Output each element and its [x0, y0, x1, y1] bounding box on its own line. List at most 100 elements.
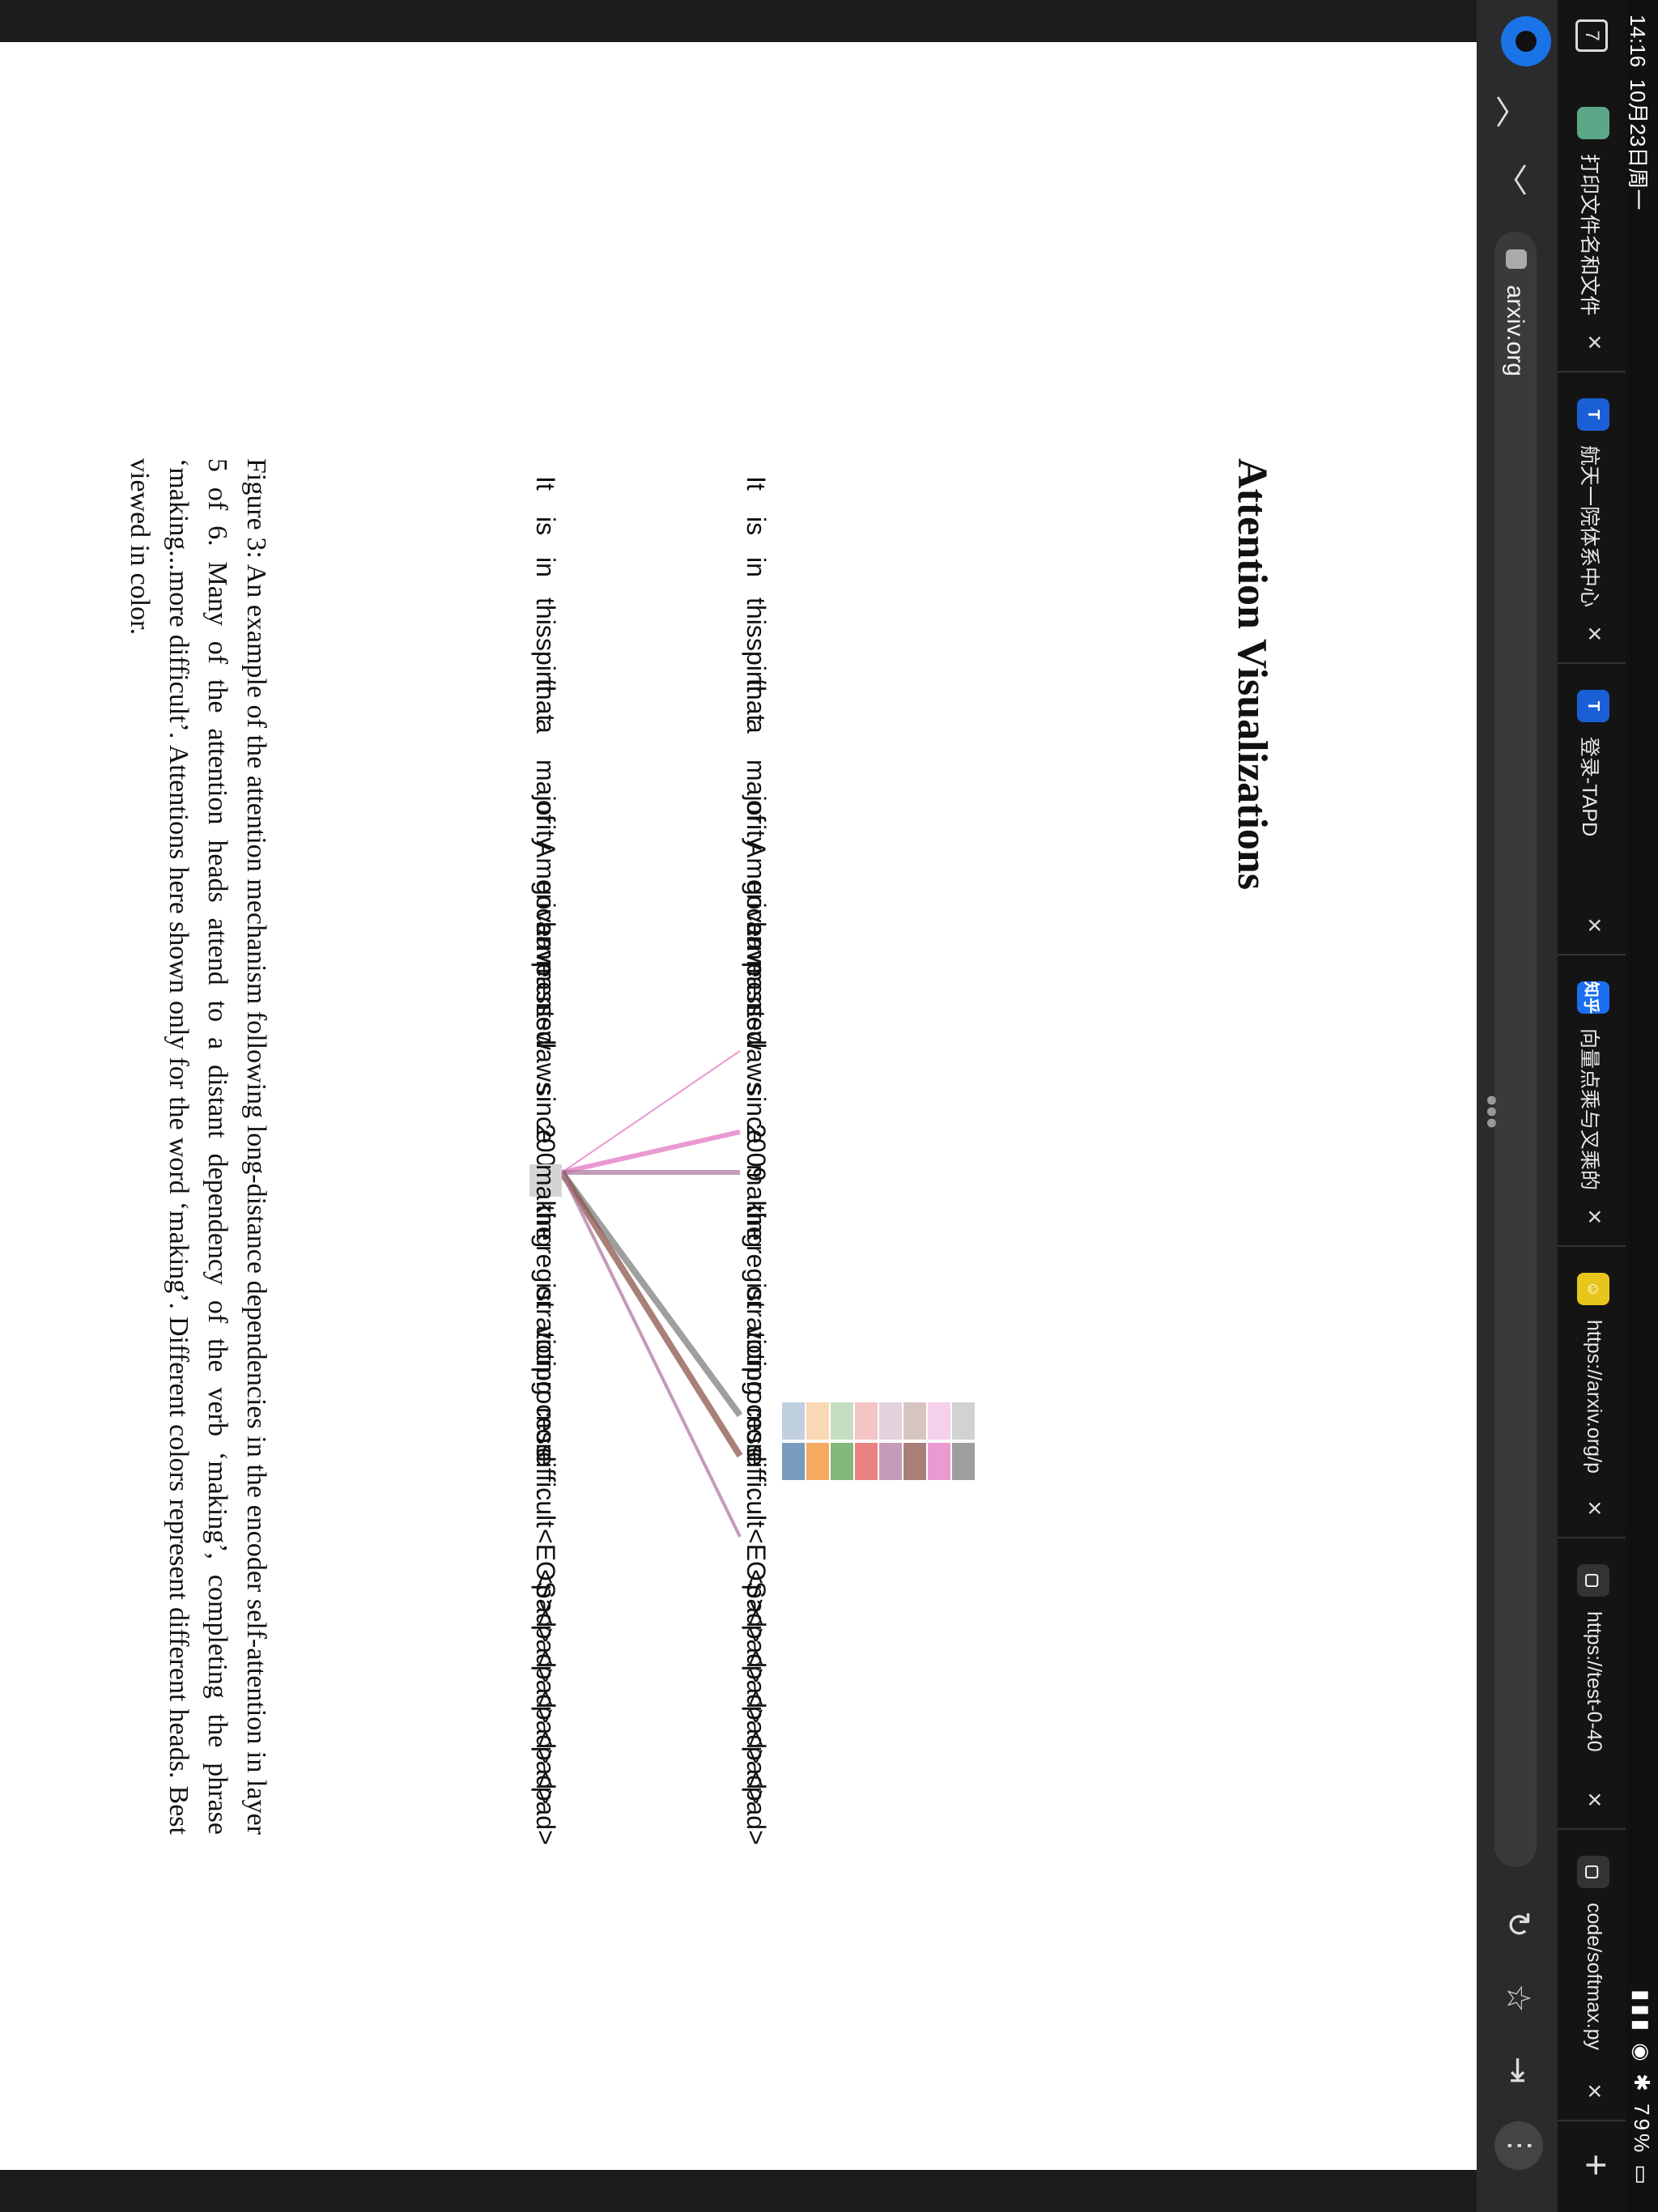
- attention-line: [559, 1170, 743, 1418]
- menu-button[interactable]: ⋮: [1494, 2121, 1543, 2170]
- more-dots-icon[interactable]: •••: [1473, 1095, 1509, 1129]
- key-token: <pad>: [742, 1650, 771, 1724]
- key-token: <pad>: [742, 1569, 771, 1643]
- key-token: .: [742, 1488, 771, 1495]
- query-token-highlight: making: [529, 1164, 562, 1249]
- tab-favicon-icon: ☺: [1577, 1273, 1609, 1305]
- head-color-cell: [928, 1443, 950, 1480]
- query-token: that: [531, 678, 560, 722]
- address-bar[interactable]: arxiv.org: [1494, 232, 1537, 1867]
- tab-close-icon[interactable]: ×: [1580, 1500, 1609, 1516]
- tab-close-icon[interactable]: ×: [1580, 1792, 1609, 1807]
- attention-line: [561, 1129, 741, 1175]
- key-token: American: [742, 840, 771, 951]
- url-text: arxiv.org: [1502, 285, 1528, 376]
- scroll-up-button[interactable]: ︿: [1492, 96, 1528, 128]
- head-color-cell: [855, 1402, 878, 1440]
- key-token: of: [742, 800, 771, 822]
- tab-favicon-icon: 知乎: [1577, 981, 1609, 1014]
- head-color-cell: [831, 1402, 853, 1440]
- key-token: more: [742, 1407, 771, 1466]
- query-token: <pad>: [531, 1569, 560, 1643]
- clock: 14:16 10月23日周一: [1624, 15, 1654, 210]
- query-token: process: [531, 1367, 560, 1458]
- key-token: new: [742, 1002, 771, 1050]
- tab-count: 7: [1575, 19, 1608, 52]
- attention-line: [559, 1170, 743, 1458]
- attention-line: [561, 1050, 741, 1173]
- query-token: <pad>: [531, 1731, 560, 1805]
- query-token: <pad>: [531, 1691, 560, 1764]
- key-token: the: [742, 1205, 771, 1241]
- tab-label: 打印文件名和文件: [1578, 154, 1601, 317]
- tab[interactable]: 知乎向量点乘与叉乘的 ×: [1558, 955, 1626, 1247]
- tab-favicon-icon: [1577, 107, 1609, 139]
- key-token: or: [742, 1286, 771, 1309]
- attention-lines: [559, 1050, 975, 1538]
- key-token: <pad>: [742, 1691, 771, 1764]
- battery-level: 79%: [1630, 2104, 1654, 2156]
- tab-close-icon[interactable]: ×: [1580, 1209, 1609, 1224]
- query-token: have: [531, 921, 560, 978]
- head-color-cell: [806, 1402, 829, 1440]
- site-info-icon[interactable]: [1506, 249, 1527, 269]
- key-token: <pad>: [742, 1610, 771, 1683]
- key-token: <pad>: [742, 1772, 771, 1845]
- query-token: new: [531, 1002, 560, 1050]
- pdf-page: ••• Attention Visualizations It is in this s…: [0, 42, 1509, 2170]
- tab-label: 向量点乘与叉乘的: [1578, 1028, 1601, 1191]
- tab-close-icon[interactable]: ×: [1580, 917, 1609, 933]
- key-token: registration: [742, 1245, 771, 1374]
- head-color-cell: [928, 1402, 950, 1440]
- query-token: passed: [531, 962, 560, 1046]
- tab[interactable]: T 登录-TAPD ×: [1558, 664, 1626, 955]
- tab-close-icon[interactable]: ×: [1580, 2083, 1609, 2099]
- key-token: that: [742, 678, 771, 722]
- tab[interactable]: ☺ https://arxiv.org/p ×: [1558, 1247, 1626, 1538]
- query-token: 2009: [531, 1124, 560, 1182]
- query-token: or: [531, 1286, 560, 1309]
- head-color-cell: [879, 1443, 902, 1480]
- bookmark-icon[interactable]: ☆: [1500, 1984, 1536, 2013]
- query-token: <pad>: [531, 1650, 560, 1724]
- query-token: is: [531, 517, 560, 536]
- query-token: .: [531, 1488, 560, 1495]
- new-tab-button[interactable]: +: [1573, 2154, 1618, 2176]
- head-color-cell: [879, 1402, 902, 1440]
- query-token: It: [531, 476, 560, 491]
- tab-count-icon[interactable]: 7: [1575, 19, 1609, 52]
- key-token: is: [742, 517, 771, 536]
- query-token: <EOS>: [531, 1529, 560, 1614]
- head-color-cell: [782, 1402, 805, 1440]
- share-icon[interactable]: ⇥: [1500, 2057, 1536, 2084]
- key-token: have: [742, 921, 771, 978]
- key-token: difficult: [742, 1448, 771, 1529]
- key-token: governments: [742, 881, 771, 1031]
- query-token: since: [531, 1083, 560, 1144]
- key-token: passed: [742, 962, 771, 1046]
- tab[interactable]: ▢ code/softmax.py ×: [1558, 1830, 1626, 2121]
- key-token: <pad>: [742, 1731, 771, 1805]
- tab[interactable]: T 航天一院体系中心 ×: [1558, 372, 1626, 664]
- query-token: spirit: [531, 638, 560, 693]
- scroll-down-button[interactable]: ﹀: [1492, 164, 1528, 196]
- tab-close-icon[interactable]: ×: [1580, 334, 1609, 350]
- key-token: a: [742, 719, 771, 734]
- query-token: difficult: [531, 1448, 560, 1529]
- key-token: process: [742, 1367, 771, 1458]
- head-color-cell: [903, 1443, 926, 1480]
- query-token: in: [531, 557, 560, 577]
- tab[interactable]: 打印文件名和文件 ×: [1558, 81, 1626, 372]
- tab-close-icon[interactable]: ×: [1580, 626, 1609, 641]
- status-bar: 14:16 10月23日周一 ▮▮▮ ◉ ✱ 79% ▭: [1626, 0, 1658, 2212]
- key-token: laws: [742, 1043, 771, 1095]
- query-token: this: [531, 598, 560, 638]
- query-token: of: [531, 800, 560, 822]
- head-color-cell: [831, 1443, 853, 1480]
- reload-icon[interactable]: ↻: [1500, 1911, 1536, 1938]
- tab[interactable]: ▢ https://test-0-40 ×: [1558, 1538, 1626, 1830]
- extension-icon[interactable]: [1501, 16, 1551, 66]
- status-icons: ▮▮▮ ◉ ✱ 79% ▭: [1630, 1989, 1654, 2188]
- key-token: voting: [742, 1326, 771, 1396]
- head-color-cell: [952, 1443, 975, 1480]
